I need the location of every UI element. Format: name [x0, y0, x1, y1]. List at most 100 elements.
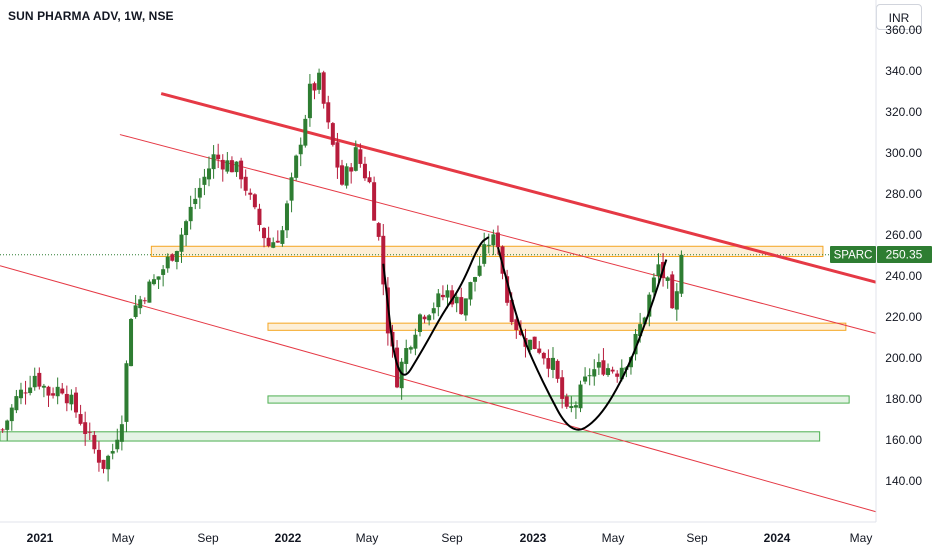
candle — [326, 95, 331, 129]
trendline-main-resistance — [160, 92, 877, 284]
candle-body — [486, 244, 491, 246]
y-tick-label: 140.00 — [885, 474, 922, 488]
candle — [592, 359, 597, 386]
candle — [404, 339, 409, 373]
candle-body — [674, 291, 679, 310]
y-tick-label: 280.00 — [885, 187, 922, 201]
candle — [147, 279, 152, 303]
candle-body — [197, 187, 202, 198]
x-tick-label: 2023 — [520, 531, 547, 545]
candle-body — [514, 319, 519, 330]
symbol-tag — [830, 246, 876, 263]
candle-body — [289, 177, 294, 201]
candle — [303, 114, 308, 148]
candle — [555, 359, 560, 383]
candle — [69, 389, 74, 411]
candle — [358, 143, 363, 168]
candle-body — [9, 407, 14, 422]
candle — [106, 454, 111, 482]
zones-layer — [0, 245, 876, 442]
candle — [541, 351, 546, 365]
candle — [257, 203, 262, 232]
candle-body — [564, 396, 569, 407]
candle — [537, 341, 542, 355]
candle — [610, 366, 615, 374]
candle-body — [239, 160, 244, 180]
candle — [18, 382, 23, 405]
candle-body — [147, 281, 152, 303]
candle-body — [583, 376, 588, 382]
y-tick-label: 340.00 — [885, 64, 922, 78]
candle-body — [284, 203, 289, 231]
candle — [78, 404, 83, 426]
candle-body — [560, 377, 565, 399]
candle — [179, 227, 184, 263]
currency-button[interactable]: INR — [876, 4, 922, 30]
support-zone-162 — [0, 431, 821, 442]
candle-body — [142, 300, 147, 302]
candle — [119, 415, 124, 451]
candle — [505, 269, 510, 306]
candle — [578, 380, 583, 413]
candle-body — [349, 167, 354, 172]
candle — [271, 237, 276, 249]
candle-body — [537, 348, 542, 353]
candle — [243, 169, 248, 196]
candle-body — [344, 166, 349, 186]
candle-body — [642, 317, 647, 325]
candle — [129, 318, 134, 367]
candle-body — [587, 375, 592, 377]
candle-body — [303, 118, 308, 146]
y-tick-label: 200.00 — [885, 351, 922, 365]
candle-body — [23, 392, 28, 394]
candle — [454, 294, 459, 313]
candle-body — [188, 206, 193, 222]
candle-body — [665, 277, 670, 281]
price-tag — [877, 246, 932, 263]
candle-body — [106, 455, 111, 470]
candle — [51, 387, 56, 399]
candles-layer — [0, 68, 684, 482]
candle-body — [18, 389, 23, 399]
candle — [564, 393, 569, 409]
candle — [170, 253, 175, 262]
candle-body — [335, 142, 340, 168]
candle-body — [340, 165, 345, 185]
candle-body — [427, 315, 432, 321]
candle-body — [83, 422, 88, 434]
price-axis[interactable]: 140.00 160.00 180.00 200.00 220.00 240.00 260.… — [885, 23, 922, 488]
candle — [280, 225, 285, 247]
candle — [459, 287, 464, 315]
candle-body — [679, 254, 684, 294]
candle — [14, 389, 19, 414]
x-tick-label: 2024 — [764, 531, 791, 545]
candle — [23, 380, 28, 405]
candle-body — [454, 296, 459, 304]
candle — [188, 195, 193, 230]
time-axis[interactable]: 2021 May Sep 2022 May Sep 2023 May Sep 2024 May — [27, 531, 873, 545]
candle — [413, 328, 418, 356]
candle-body — [179, 234, 184, 252]
candle-body — [633, 333, 638, 355]
candle-body — [184, 221, 189, 236]
candle — [381, 224, 386, 296]
candle-body — [670, 274, 675, 309]
candle-body — [96, 449, 101, 463]
candle-body — [404, 348, 409, 364]
candle — [679, 250, 684, 297]
candle — [64, 385, 69, 412]
candle-body — [165, 256, 170, 269]
candle-body — [133, 305, 138, 317]
candle — [482, 232, 487, 267]
candle — [207, 156, 212, 187]
candle — [408, 345, 413, 354]
candle-body — [422, 316, 427, 320]
candle — [307, 74, 312, 127]
candle — [674, 283, 679, 321]
candle-body — [312, 83, 317, 91]
candle-body — [546, 358, 551, 369]
candle-body — [110, 451, 115, 454]
candle-body — [482, 244, 487, 264]
candle-body — [156, 276, 161, 280]
